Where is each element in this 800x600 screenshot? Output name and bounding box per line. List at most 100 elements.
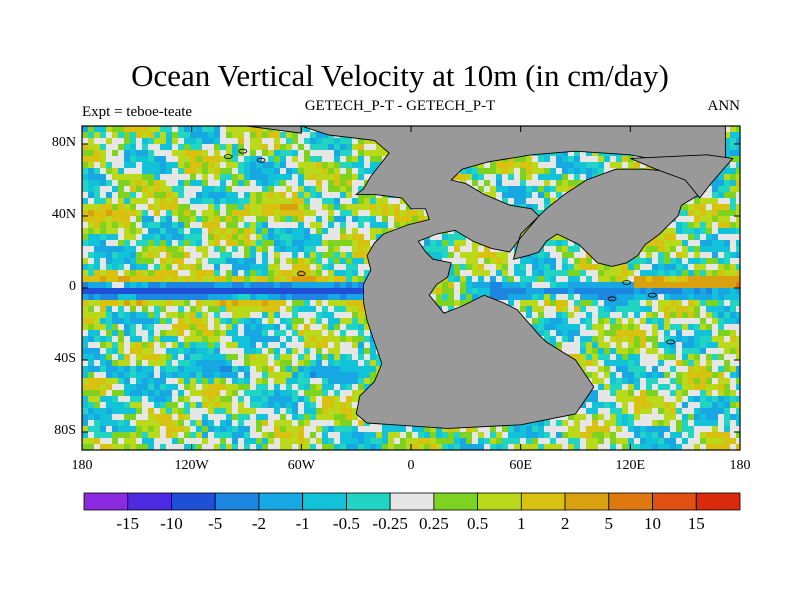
- velocity-cell: [142, 174, 148, 180]
- velocity-cell: [106, 204, 112, 210]
- velocity-cell: [580, 282, 586, 288]
- velocity-cell: [682, 276, 688, 282]
- velocity-cell: [94, 324, 100, 330]
- velocity-cell: [646, 438, 652, 444]
- velocity-cell: [298, 222, 304, 228]
- velocity-cell: [250, 168, 256, 174]
- velocity-cell: [262, 354, 268, 360]
- velocity-cell: [694, 306, 700, 312]
- velocity-cell: [160, 258, 166, 264]
- velocity-cell: [220, 276, 226, 282]
- velocity-cell: [166, 408, 172, 414]
- velocity-cell: [148, 324, 154, 330]
- velocity-cell: [478, 270, 484, 276]
- velocity-cell: [688, 282, 694, 288]
- velocity-cell: [100, 378, 106, 384]
- velocity-cell: [274, 234, 280, 240]
- velocity-cell: [262, 336, 268, 342]
- velocity-cell: [610, 420, 616, 426]
- velocity-cell: [232, 366, 238, 372]
- velocity-cell: [634, 300, 640, 306]
- velocity-cell: [388, 426, 394, 432]
- velocity-cell: [694, 264, 700, 270]
- velocity-cell: [262, 198, 268, 204]
- velocity-cell: [340, 378, 346, 384]
- velocity-cell: [94, 126, 100, 132]
- velocity-cell: [358, 162, 364, 168]
- velocity-cell: [244, 342, 250, 348]
- velocity-cell: [220, 282, 226, 288]
- velocity-cell: [646, 426, 652, 432]
- velocity-cell: [88, 414, 94, 420]
- velocity-cell: [718, 390, 724, 396]
- velocity-cell: [172, 228, 178, 234]
- velocity-cell: [274, 426, 280, 432]
- y-tick-label: 80S: [54, 423, 76, 438]
- y-tick-label: 80N: [51, 135, 76, 150]
- velocity-cell: [328, 252, 334, 258]
- velocity-cell: [262, 282, 268, 288]
- velocity-cell: [628, 336, 634, 342]
- velocity-cell: [82, 306, 88, 312]
- velocity-cell: [526, 276, 532, 282]
- velocity-cell: [556, 186, 562, 192]
- velocity-cell: [706, 294, 712, 300]
- velocity-cell: [262, 306, 268, 312]
- velocity-cell: [712, 210, 718, 216]
- velocity-cell: [694, 372, 700, 378]
- velocity-cell: [136, 342, 142, 348]
- velocity-cell: [82, 204, 88, 210]
- velocity-cell: [316, 336, 322, 342]
- velocity-cell: [286, 240, 292, 246]
- velocity-cell: [256, 396, 262, 402]
- velocity-cell: [676, 390, 682, 396]
- velocity-cell: [256, 144, 262, 150]
- velocity-cell: [448, 444, 454, 450]
- velocity-cell: [112, 204, 118, 210]
- velocity-cell: [82, 270, 88, 276]
- velocity-cell: [262, 402, 268, 408]
- velocity-cell: [190, 336, 196, 342]
- velocity-cell: [670, 438, 676, 444]
- velocity-cell: [472, 246, 478, 252]
- velocity-cell: [304, 300, 310, 306]
- velocity-cell: [730, 174, 736, 180]
- velocity-cell: [142, 240, 148, 246]
- velocity-cell: [232, 378, 238, 384]
- velocity-cell: [538, 324, 544, 330]
- velocity-cell: [166, 354, 172, 360]
- velocity-cell: [142, 372, 148, 378]
- velocity-cell: [124, 372, 130, 378]
- velocity-cell: [352, 390, 358, 396]
- velocity-cell: [580, 288, 586, 294]
- velocity-cell: [94, 336, 100, 342]
- velocity-cell: [640, 402, 646, 408]
- velocity-cell: [706, 300, 712, 306]
- velocity-cell: [628, 438, 634, 444]
- velocity-cell: [262, 420, 268, 426]
- velocity-cell: [334, 162, 340, 168]
- velocity-cell: [202, 156, 208, 162]
- velocity-cell: [100, 288, 106, 294]
- velocity-cell: [580, 402, 586, 408]
- velocity-cell: [346, 234, 352, 240]
- velocity-cell: [634, 258, 640, 264]
- velocity-cell: [682, 282, 688, 288]
- velocity-cell: [130, 228, 136, 234]
- velocity-cell: [730, 312, 736, 318]
- velocity-cell: [346, 144, 352, 150]
- velocity-cell: [658, 300, 664, 306]
- velocity-cell: [262, 186, 268, 192]
- velocity-cell: [622, 372, 628, 378]
- velocity-cell: [412, 426, 418, 432]
- velocity-cell: [574, 354, 580, 360]
- velocity-cell: [232, 372, 238, 378]
- velocity-cell: [232, 276, 238, 282]
- velocity-cell: [694, 276, 700, 282]
- velocity-cell: [262, 270, 268, 276]
- velocity-cell: [376, 144, 382, 150]
- velocity-cell: [322, 174, 328, 180]
- velocity-cell: [148, 132, 154, 138]
- velocity-cell: [118, 318, 124, 324]
- velocity-cell: [304, 348, 310, 354]
